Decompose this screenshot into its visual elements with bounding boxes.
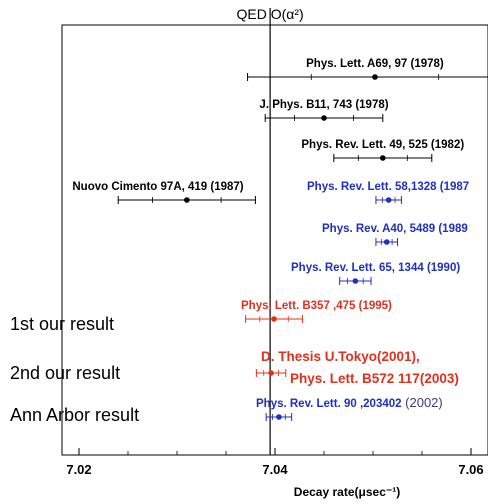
point-label: Phys. Lett. B357 ,475 (1995): [241, 300, 392, 312]
point-label: Phys. Lett. B572 117(2003): [290, 371, 459, 386]
data-point-group: Phys. Rev. Lett. 58,1328 (1987: [307, 181, 469, 204]
data-point-group: J. Phys. B11, 743 (1978): [259, 99, 389, 122]
data-point-group: Phys. Lett. A69, 97 (1978): [247, 58, 488, 81]
data-point: [268, 370, 274, 376]
point-label: Nuovo Cimento 97A, 419 (1987): [72, 181, 243, 193]
data-point-group: Phys. Rev. Lett. 90 ,203402 (2002): [256, 395, 443, 421]
row-label: 2nd our result: [10, 363, 120, 383]
data-point: [184, 197, 190, 203]
data-point: [380, 155, 386, 161]
data-point-group: D. Thesis U.Tokyo(2001), Phys. Lett. B572…: [255, 349, 459, 386]
row-label: Ann Arbor result: [10, 405, 139, 425]
point-label: D. Thesis U.Tokyo(2001),: [261, 349, 420, 364]
data-point: [372, 74, 378, 80]
data-point-group: Nuovo Cimento 97A, 419 (1987): [72, 181, 256, 204]
row-label: 1st our result: [10, 314, 114, 334]
point-label: Phys. Rev. Lett. 58,1328 (1987: [307, 181, 469, 193]
data-point: [383, 239, 390, 245]
point-label: Phys. Rev. Lett. 65, 1344 (1990): [291, 262, 460, 274]
x-tick-label: 7.04: [262, 462, 288, 477]
plot-frame: [61, 24, 488, 456]
data-point-group: Phys. Rev. A40, 5489 (1989: [322, 223, 468, 246]
data-point-group: Phys. Lett. B357 ,475 (1995): [241, 300, 392, 323]
data-point-group: Phys. Rev. Lett. 65, 1344 (1990): [291, 262, 460, 285]
point-label: Phys. Rev. A40, 5489 (1989: [322, 223, 468, 235]
data-point: [385, 197, 392, 203]
data-point: [276, 414, 282, 420]
data-point: [352, 278, 359, 284]
theory-title: QED O(α²): [236, 6, 303, 22]
x-axis-label: Decay rate(μsec⁻¹): [294, 485, 400, 499]
point-label: Phys. Rev. Lett. 90 ,203402 (2002): [256, 395, 443, 410]
data-point: [271, 316, 277, 322]
point-label: Phys. Lett. A69, 97 (1978): [306, 58, 444, 70]
point-label: J. Phys. B11, 743 (1978): [259, 99, 388, 111]
x-tick-label: 7.02: [66, 462, 91, 477]
data-point-group: Phys. Rev. Lett. 49, 525 (1982): [301, 139, 464, 162]
data-point: [321, 115, 327, 121]
x-tick-label: 7.06: [458, 462, 483, 477]
point-label: Phys. Rev. Lett. 49, 525 (1982): [301, 139, 464, 151]
